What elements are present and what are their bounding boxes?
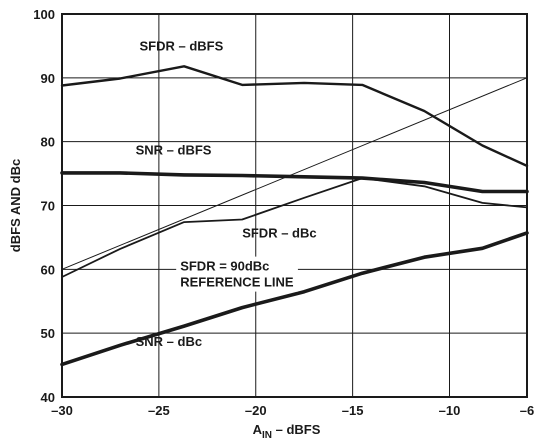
annotation-text: SNR – dBFS (136, 142, 212, 157)
annotation: SNR – dBc (136, 334, 202, 349)
series-line-sfdr-dbfs (60, 65, 529, 168)
annotation-text: SFDR – dBFS (140, 38, 224, 53)
y-tick-label: 50 (41, 326, 55, 341)
x-tick-label: –20 (245, 403, 267, 418)
annotation: SFDR – dBFS (140, 38, 224, 53)
x-tick-labels: –30 –25 –20 –15 –10 –6 (51, 403, 534, 418)
series-line-snr-dbc (60, 231, 529, 367)
series-line-snr-dbfs (60, 171, 529, 194)
annotation-text: SNR – dBc (136, 334, 202, 349)
y-axis-label: dBFS AND dBc (8, 159, 23, 252)
plot-frame (61, 13, 528, 398)
annotation: SFDR – dBc (242, 225, 316, 240)
y-tick-label: 60 (41, 262, 55, 277)
annotation-text: SFDR – dBc (242, 225, 316, 240)
x-tick-label: –10 (439, 403, 461, 418)
y-tick-label: 90 (41, 71, 55, 86)
x-axis-label-suffix: – dBFS (272, 422, 321, 437)
y-tick-label: 80 (41, 135, 55, 150)
annotation: SNR – dBFS (136, 142, 212, 157)
annotation-text: REFERENCE LINE (180, 275, 294, 290)
x-axis-label-subscript: IN (262, 430, 272, 441)
series-lines (60, 65, 529, 367)
series-line-sfdr-dbc (61, 177, 528, 278)
y-tick-label: 70 (41, 199, 55, 214)
y-tick-label: 100 (33, 7, 55, 22)
y-tick-label: 40 (41, 390, 55, 405)
y-tick-labels: 40 50 60 70 80 90 100 (33, 7, 55, 405)
series-line-sfdr-90dbc-reference-line (61, 77, 528, 270)
x-tick-label: –30 (51, 403, 73, 418)
x-tick-label: –6 (520, 403, 534, 418)
x-tick-label: –25 (148, 403, 170, 418)
x-axis-label: AIN – dBFS (253, 422, 321, 441)
annotation-background (176, 256, 298, 292)
annotation-text: SFDR = 90dBc (180, 259, 269, 274)
grid-lines (61, 13, 528, 398)
x-axis-label-main: A (253, 422, 263, 437)
series-annotations: SFDR – dBFS SNR – dBFS SFDR – dBc SFDR = 90… (136, 38, 317, 349)
x-tick-label: –15 (342, 403, 364, 418)
